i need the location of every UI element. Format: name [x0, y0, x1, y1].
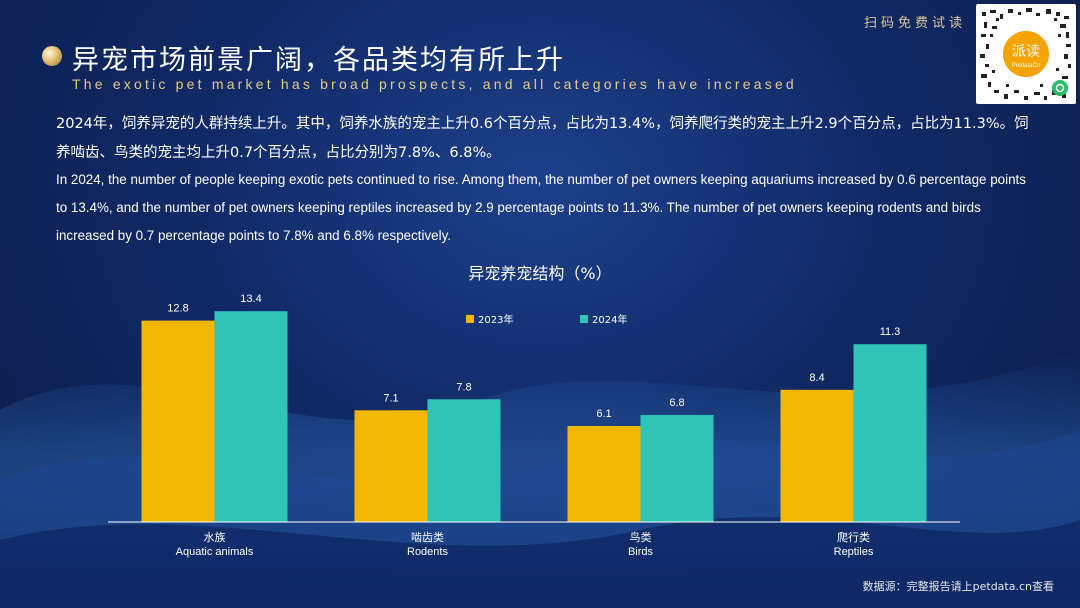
bar-2024-0: [214, 311, 288, 522]
bar-2024-1: [427, 399, 501, 522]
bar-2023-0: [141, 320, 215, 522]
page-subtitle: The exotic pet market has broad prospect…: [72, 76, 797, 92]
data-label: 13.4: [240, 293, 261, 305]
category-label-en: Rodents: [407, 546, 448, 558]
qr-logo-subtext: PetdataCn: [1012, 63, 1040, 69]
data-label: 8.4: [809, 372, 824, 384]
title-bullet-icon: [42, 46, 62, 66]
page-title: 异宠市场前景广阔，各品类均有所上升: [72, 45, 565, 76]
category-label-en: Reptiles: [834, 546, 874, 558]
legend-swatch-1: [580, 315, 588, 323]
category-label-en: Birds: [628, 546, 654, 558]
category-label-cn: 爬行类: [837, 530, 870, 544]
category-label-en: Aquatic animals: [176, 546, 254, 558]
legend-label-0: 2023年: [478, 313, 513, 326]
data-label: 12.8: [167, 303, 188, 315]
legend-label-1: 2024年: [592, 313, 627, 326]
data-label: 7.8: [456, 381, 471, 393]
summary-paragraph-en: In 2024, the number of people keeping ex…: [56, 172, 1026, 243]
bar-2023-3: [780, 389, 854, 522]
data-label: 6.8: [669, 397, 684, 409]
category-label-cn: 鸟类: [630, 530, 652, 544]
scan-to-read-label: 扫码免费试读: [864, 16, 967, 31]
chart-title: 异宠养宠结构（%）: [468, 264, 612, 283]
legend-swatch-0: [466, 315, 474, 323]
data-source-note: 数据源：完整报告请上petdata.cn查看: [862, 580, 1054, 593]
qr-code[interactable]: 派读 PetdataCn: [976, 4, 1076, 104]
summary-paragraph-cn: 2024年，饲养异宠的人群持续上升。其中，饲养水族的宠主上升0.6个百分点，占比…: [56, 116, 1029, 161]
category-label-cn: 啮齿类: [411, 530, 444, 544]
qr-logo-text: 派读: [1012, 43, 1040, 60]
data-label: 7.1: [383, 392, 398, 404]
bar-2023-1: [354, 410, 428, 522]
bar-2024-3: [853, 344, 927, 522]
bar-2024-2: [640, 415, 714, 522]
data-label: 11.3: [880, 326, 901, 338]
data-label: 6.1: [596, 408, 611, 420]
bar-2023-2: [567, 426, 641, 522]
category-label-cn: 水族: [204, 530, 226, 544]
